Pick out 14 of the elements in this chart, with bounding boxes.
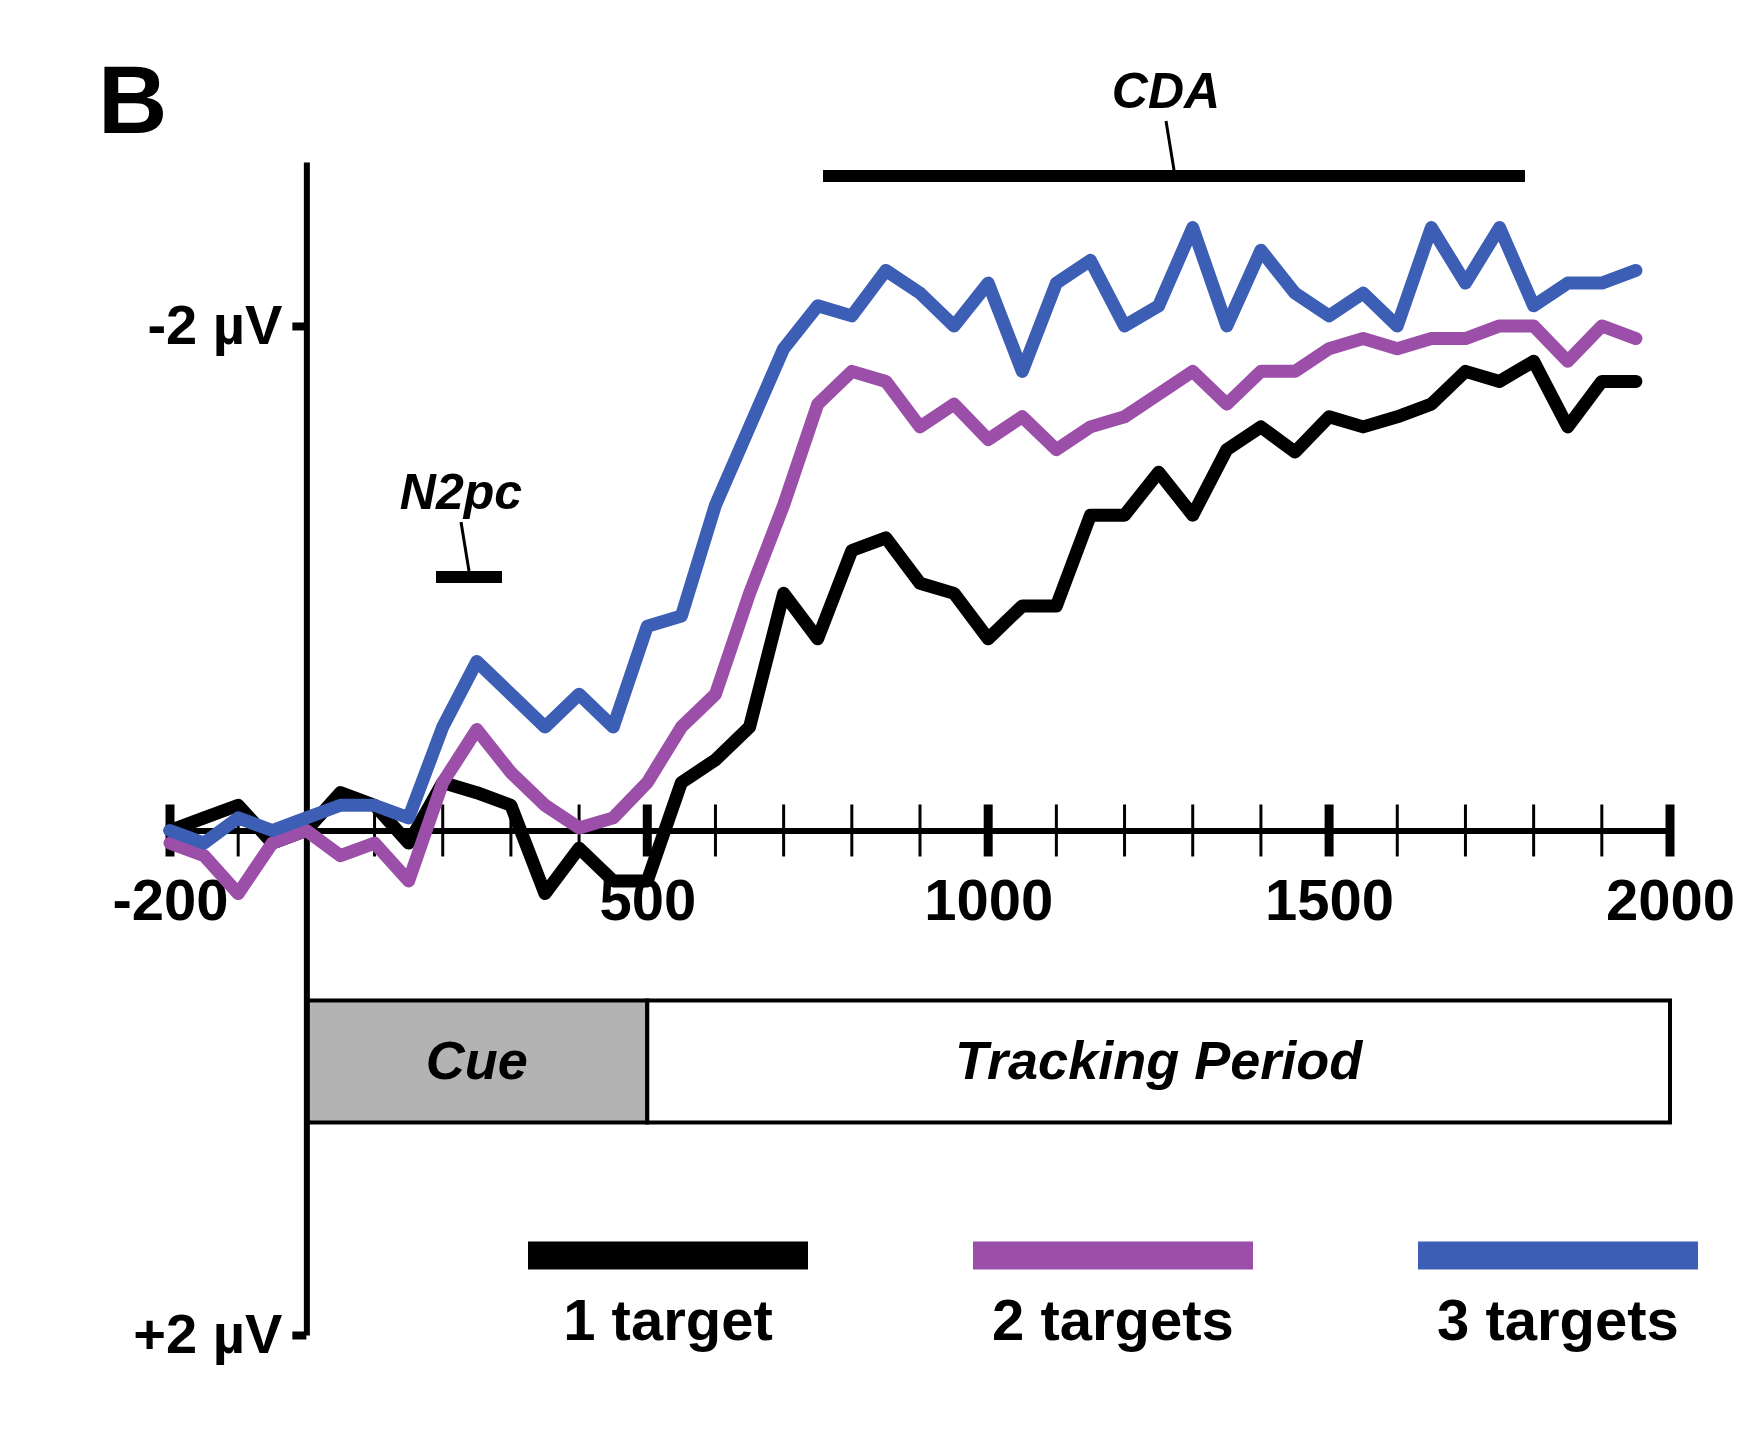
- legend-label: 1 target: [563, 1287, 773, 1353]
- x-tick-label: -200: [112, 866, 229, 932]
- legend-label: 2 targets: [992, 1287, 1234, 1353]
- x-tick-label: 2000: [1605, 866, 1736, 932]
- band-label: Cue: [425, 1030, 528, 1091]
- y-tick-label: +2 µV: [133, 1302, 283, 1366]
- annotation: N2pc: [399, 464, 523, 520]
- y-tick-label: -2 µV: [147, 293, 283, 357]
- legend-label: 3 targets: [1437, 1287, 1679, 1353]
- x-tick-label: 1000: [924, 866, 1054, 932]
- chart-title: B: [98, 46, 168, 153]
- text: CDA: [1111, 63, 1221, 119]
- band-label: Tracking Period: [955, 1030, 1364, 1091]
- x-tick-label: 1500: [1265, 866, 1395, 932]
